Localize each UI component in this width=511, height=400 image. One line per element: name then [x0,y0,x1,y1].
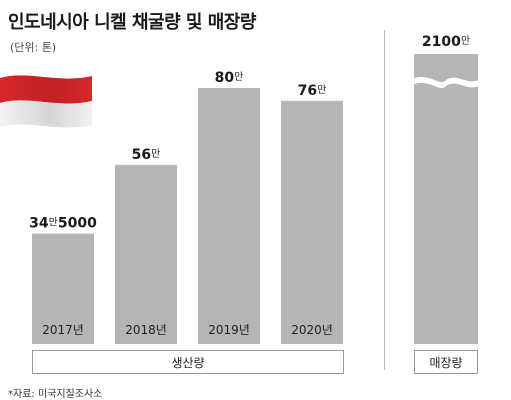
value-label-2017년: 34만5000 [29,216,97,232]
bar-2017년 [32,233,94,344]
section-divider [384,30,385,370]
category-label-2017년: 2017년 [42,323,84,337]
value-label-2018년: 56만 [132,147,161,163]
bar-2019년 [198,88,260,344]
source-note: *자료: 미국지질조사소 [8,389,103,400]
value-label-reserves: 2100만 [422,34,470,50]
value-label-2020년: 76만 [298,83,327,99]
group-label-reserves: 매장량 [414,350,478,374]
indonesia-flag-icon [0,75,92,128]
unit-label: (단위: 톤) [10,41,57,54]
bar-reserves [414,54,478,344]
value-label-2019년: 80만 [215,70,244,86]
group-label-production: 생산량 [32,350,344,374]
category-label-2018년: 2018년 [125,323,167,337]
bar-2020년 [281,100,343,344]
axis-break-mark [410,76,482,89]
bar-2018년 [115,164,177,344]
chart-title: 인도네시아 니켈 채굴량 및 매장량 [8,12,256,33]
category-label-2019년: 2019년 [208,323,250,337]
category-label-2020년: 2020년 [291,323,333,337]
